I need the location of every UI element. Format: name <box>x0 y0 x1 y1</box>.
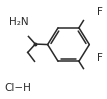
Text: Cl−H: Cl−H <box>4 83 31 93</box>
Text: F: F <box>97 53 103 63</box>
Text: H₂N: H₂N <box>9 17 29 27</box>
Text: F: F <box>97 7 103 17</box>
